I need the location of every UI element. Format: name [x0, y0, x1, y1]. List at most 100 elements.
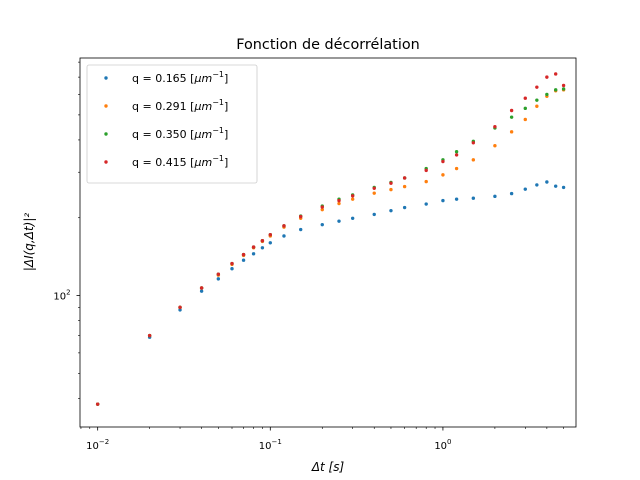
legend-label: q = 0.291 [μm−1]: [132, 98, 228, 113]
data-point: [545, 75, 549, 79]
data-point: [216, 272, 221, 276]
data-point: [95, 402, 100, 406]
data-point: [402, 184, 407, 189]
data-point: [268, 241, 272, 245]
data-point: [402, 176, 407, 180]
data-point: [424, 202, 428, 206]
chart-title: Fonction de décorrélation: [236, 37, 420, 53]
data-point: [509, 191, 514, 196]
legend-marker: [104, 104, 108, 108]
data-point: [282, 224, 286, 228]
data-point: [337, 198, 341, 203]
axes-frame: [79, 57, 577, 428]
data-point: [561, 87, 566, 91]
data-point: [230, 267, 234, 271]
data-point: [523, 106, 527, 111]
data-point: [230, 261, 234, 266]
data-point: [260, 239, 265, 243]
y-tick-label: 102: [53, 289, 70, 303]
data-point: [561, 185, 566, 190]
legend-label: q = 0.350 [μm−1]: [132, 126, 228, 141]
data-point: [350, 194, 355, 198]
data-point: [350, 216, 355, 220]
data-point: [389, 187, 393, 192]
series-layer: [95, 72, 566, 406]
data-point: [251, 245, 256, 249]
data-point: [561, 83, 566, 88]
data-point: [424, 179, 428, 184]
data-point: [509, 108, 514, 113]
data-point: [545, 180, 549, 184]
data-point: [535, 98, 539, 102]
data-point: [471, 141, 476, 145]
data-point: [454, 150, 459, 154]
data-point: [199, 286, 204, 290]
legend-label: q = 0.165 [μm−1]: [132, 70, 228, 85]
data-point: [320, 207, 324, 212]
data-point: [509, 115, 514, 119]
legend: q = 0.165 [μm−1] q = 0.291 [μm−1] q = 0.35…: [86, 64, 258, 184]
data-point: [523, 117, 527, 122]
data-point: [471, 196, 476, 200]
data-point: [320, 205, 324, 209]
y-axis-label: |ΔI(q,Δt)|²: [22, 213, 36, 272]
data-point: [535, 85, 539, 89]
x-axis-label: Δt [s]: [311, 460, 345, 474]
legend-label: q = 0.415 [μm−1]: [132, 154, 228, 169]
data-point: [241, 258, 246, 262]
data-point: [372, 186, 376, 190]
data-point: [299, 214, 303, 219]
data-point: [523, 187, 527, 191]
x-tick-label: 10−2: [86, 438, 109, 452]
data-point: [350, 197, 355, 201]
data-point: [402, 205, 407, 210]
data-point: [337, 219, 341, 223]
data-point: [147, 333, 152, 338]
data-point: [454, 166, 459, 171]
data-point: [535, 104, 539, 108]
data-point: [523, 96, 527, 100]
data-point: [178, 308, 182, 312]
data-point: [320, 222, 324, 227]
legend-marker: [104, 132, 108, 136]
data-point: [471, 158, 476, 162]
plot-area: [79, 57, 577, 428]
x-tick-label: 10−1: [259, 438, 282, 452]
data-point: [241, 252, 246, 257]
data-point: [337, 201, 341, 206]
data-point: [199, 289, 204, 293]
data-point: [535, 183, 539, 187]
data-point: [251, 252, 256, 256]
data-point: [509, 130, 514, 134]
data-point: [441, 198, 445, 203]
data-point: [454, 197, 459, 201]
data-point: [493, 194, 497, 199]
x-tick-label: 100: [434, 438, 451, 452]
data-point: [389, 181, 393, 185]
data-point: [553, 88, 558, 92]
legend-marker: [104, 76, 108, 80]
data-point: [454, 153, 459, 157]
y-axis: 102: [53, 61, 80, 399]
data-point: [372, 212, 376, 217]
legend-marker: [104, 160, 108, 164]
data-point: [178, 305, 182, 310]
data-point: [493, 143, 497, 148]
data-point: [372, 191, 376, 195]
data-point: [299, 227, 303, 232]
series-4: [95, 72, 566, 406]
data-point: [268, 232, 272, 237]
data-point: [389, 208, 393, 213]
x-axis: 10−2 10−1 100: [80, 427, 564, 452]
data-point: [216, 277, 221, 281]
data-point: [441, 173, 445, 177]
data-point: [441, 159, 445, 164]
data-point: [282, 234, 286, 238]
data-point: [424, 168, 428, 173]
legend-entries: q = 0.165 [μm−1] q = 0.291 [μm−1] q = 0.35…: [104, 70, 228, 169]
data-point: [553, 184, 558, 188]
data-point: [553, 72, 558, 76]
data-point: [493, 125, 497, 129]
data-point: [545, 92, 549, 97]
